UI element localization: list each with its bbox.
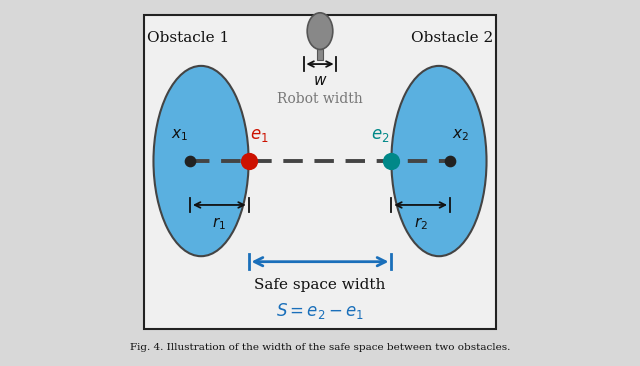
Text: $r_1$: $r_1$ <box>212 215 227 232</box>
Text: $e_1$: $e_1$ <box>250 127 269 144</box>
Point <box>243 158 253 164</box>
Text: $x_2$: $x_2$ <box>452 128 470 143</box>
Text: Safe space width: Safe space width <box>254 279 386 292</box>
Text: $e_2$: $e_2$ <box>371 127 390 144</box>
Text: Obstacle 1: Obstacle 1 <box>147 31 229 45</box>
Bar <box>317 49 323 60</box>
FancyBboxPatch shape <box>145 15 496 329</box>
Text: Fig. 4. Illustration of the width of the safe space between two obstacles.: Fig. 4. Illustration of the width of the… <box>130 343 510 352</box>
Text: $r_2$: $r_2$ <box>413 215 428 232</box>
Point <box>387 158 397 164</box>
Text: Obstacle 2: Obstacle 2 <box>411 31 493 45</box>
Point <box>445 158 455 164</box>
Ellipse shape <box>154 66 248 256</box>
Text: Robot width: Robot width <box>277 92 363 106</box>
Ellipse shape <box>392 66 486 256</box>
Ellipse shape <box>307 13 333 49</box>
Text: $w$: $w$ <box>313 74 327 87</box>
Text: $x_1$: $x_1$ <box>170 128 188 143</box>
Text: $S = e_2 - e_1$: $S = e_2 - e_1$ <box>276 301 364 321</box>
Point <box>185 158 195 164</box>
